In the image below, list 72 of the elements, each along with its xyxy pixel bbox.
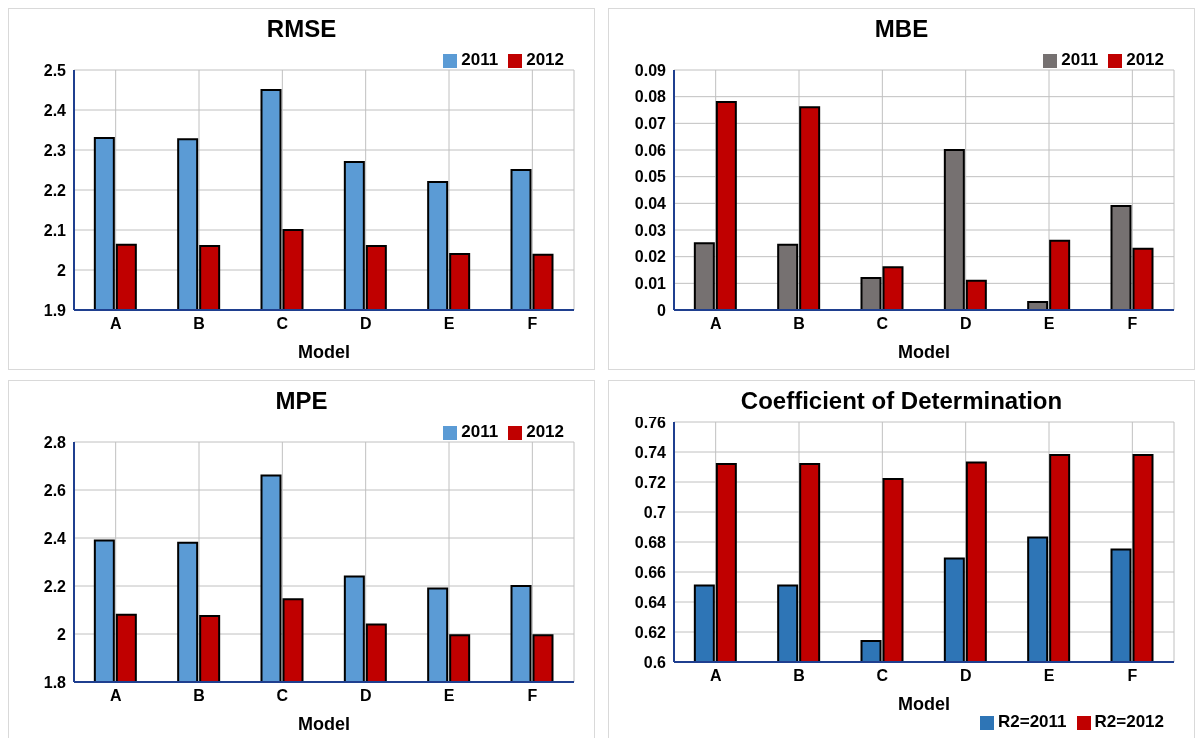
y-tick-label: 2.2 xyxy=(43,577,67,595)
x-axis-title: Model xyxy=(298,714,350,734)
x-tick-label: F xyxy=(1127,315,1138,333)
y-tick-label: 0.01 xyxy=(634,275,667,293)
x-tick-label: E xyxy=(1043,315,1055,333)
x-tick-label: A xyxy=(109,687,122,705)
x-axis-title: Model xyxy=(298,342,350,362)
y-tick-label: 0.08 xyxy=(634,88,667,106)
y-tick-label: 0.72 xyxy=(634,473,667,491)
x-tick-label: B xyxy=(193,315,205,333)
y-tick-label: 0.68 xyxy=(634,533,667,551)
legend-label: 2011 xyxy=(461,50,499,69)
legend-label: 2012 xyxy=(526,422,564,441)
y-tick-label: 0.09 xyxy=(634,61,667,79)
chart-title: MBE xyxy=(873,15,930,44)
x-tick-label: F xyxy=(527,315,538,333)
y-tick-label: 0.05 xyxy=(634,168,667,186)
y-tick-label: 0 xyxy=(657,301,667,319)
y-tick-label: 0.07 xyxy=(634,115,667,133)
x-tick-label: C xyxy=(276,687,289,705)
y-tick-label: 2.2 xyxy=(43,181,67,199)
y-tick-label: 2.1 xyxy=(43,221,67,239)
x-tick-label: F xyxy=(527,687,538,705)
y-tick-label: 2.8 xyxy=(43,433,67,451)
y-tick-label: 2.4 xyxy=(43,529,67,547)
y-tick-label: 0.6 xyxy=(643,653,667,671)
x-tick-label: B xyxy=(793,667,805,685)
x-tick-label: C xyxy=(876,315,889,333)
y-tick-label: 0.04 xyxy=(634,195,667,213)
x-tick-label: C xyxy=(876,667,889,685)
legend-label: R2=2011 xyxy=(997,712,1067,731)
legend-label: 2011 xyxy=(461,422,499,441)
x-tick-label: E xyxy=(1043,667,1055,685)
y-tick-label: 0.7 xyxy=(643,503,667,521)
y-tick-label: 0.66 xyxy=(634,563,667,581)
y-tick-label: 0.03 xyxy=(634,221,667,239)
y-tick-label: 2 xyxy=(57,625,67,643)
y-tick-label: 2.6 xyxy=(43,481,67,499)
x-tick-label: E xyxy=(443,687,455,705)
y-tick-label: 2.4 xyxy=(43,101,67,119)
y-tick-label: 0.64 xyxy=(634,593,667,611)
y-tick-label: 2.3 xyxy=(43,141,67,159)
x-tick-label: A xyxy=(109,315,122,333)
x-tick-label: D xyxy=(359,315,372,333)
y-tick-label: 1.9 xyxy=(43,301,67,319)
x-tick-label: E xyxy=(443,315,455,333)
x-tick-label: B xyxy=(193,687,205,705)
legend-label: 2012 xyxy=(1126,50,1164,69)
y-tick-label: 1.8 xyxy=(43,673,67,691)
y-tick-label: 0.74 xyxy=(634,443,667,461)
x-tick-label: A xyxy=(709,315,722,333)
legend-label: R2=2012 xyxy=(1094,712,1164,731)
chart-title: Coefficient of Determination xyxy=(740,387,1063,414)
x-tick-label: B xyxy=(793,315,805,333)
x-tick-label: C xyxy=(276,315,289,333)
y-tick-label: 0.62 xyxy=(634,623,667,641)
x-tick-label: D xyxy=(359,687,372,705)
x-axis-title: Model xyxy=(898,342,950,362)
y-tick-label: 0.06 xyxy=(634,141,667,159)
chart-title: MPE xyxy=(274,387,329,416)
y-tick-label: 0.02 xyxy=(634,248,667,266)
y-tick-label: 2 xyxy=(57,261,67,279)
legend-label: 2011 xyxy=(1061,50,1099,69)
chart-title: RMSE xyxy=(265,15,338,44)
y-tick-label: 2.5 xyxy=(43,61,67,79)
x-tick-label: D xyxy=(959,315,972,333)
legend-label: 2012 xyxy=(526,50,564,69)
x-axis-title: Model xyxy=(898,694,950,714)
x-tick-label: A xyxy=(709,667,722,685)
y-tick-label: 0.76 xyxy=(634,413,667,431)
x-tick-label: F xyxy=(1127,667,1138,685)
x-tick-label: D xyxy=(959,667,972,685)
